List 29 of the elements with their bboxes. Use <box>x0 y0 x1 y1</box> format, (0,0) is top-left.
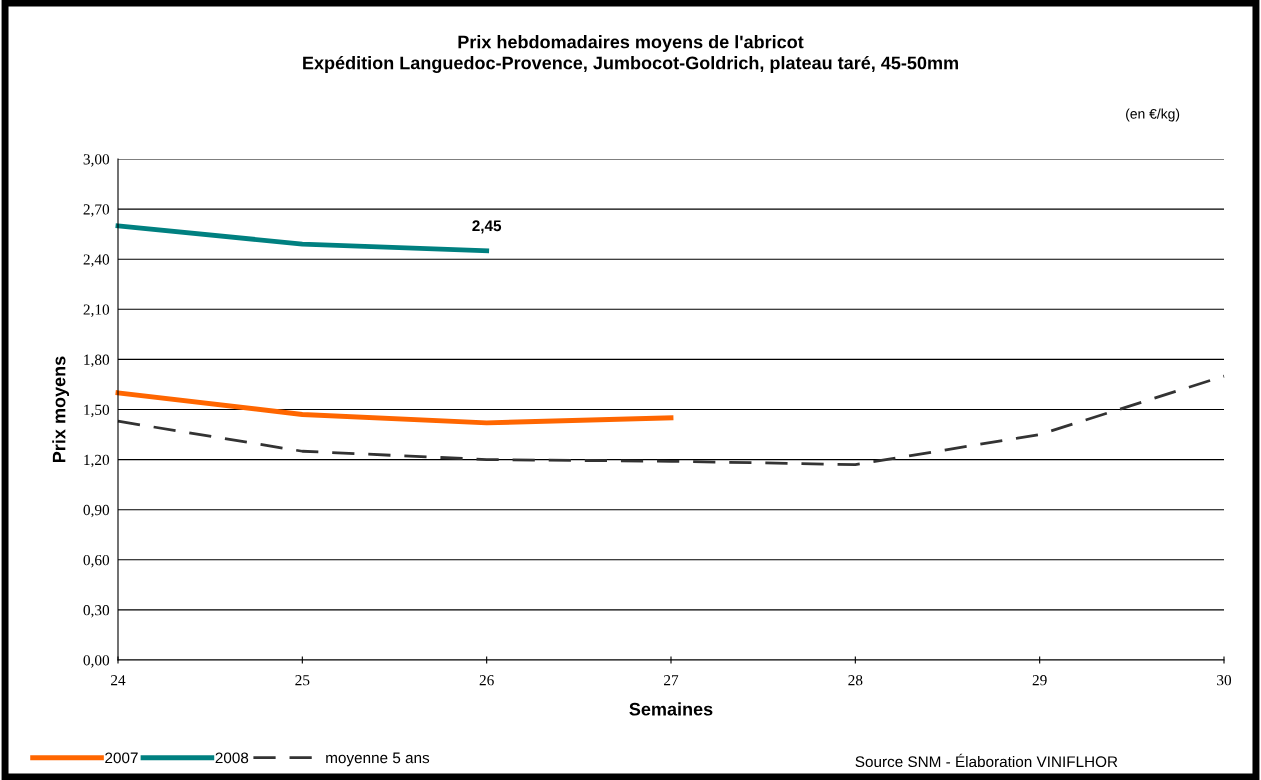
y-tick-label: 2,10 <box>83 304 110 317</box>
y-tick-label: 0,90 <box>83 504 110 518</box>
legend-label: 2008 <box>215 752 249 764</box>
x-tick-label: 28 <box>848 675 863 686</box>
x-tick-label: 25 <box>295 675 310 686</box>
x-tick-label: 26 <box>479 675 494 686</box>
y-axis-title: Prix moyens <box>52 356 70 462</box>
y-tick-label: 2,40 <box>83 254 110 267</box>
y-tick-label: 0,00 <box>83 655 110 668</box>
x-tick-label: 30 <box>1217 675 1232 686</box>
y-tick-label: 1,50 <box>84 404 110 418</box>
x-tick-label: 27 <box>664 675 679 686</box>
x-tick-label: 24 <box>111 675 126 686</box>
y-tick-label: 2,70 <box>83 204 110 217</box>
chart-title: Prix hebdomadaires moyens de l'abricot Expédition Languedoc-Provence, Jumbocot-Goldrich, plateau taré, 45-50mm <box>303 35 958 73</box>
x-axis-title: Semaines <box>629 702 713 716</box>
line-series <box>115 390 674 426</box>
legend-label: 2007 <box>105 752 138 764</box>
y-tick-label: 0,30 <box>83 605 110 618</box>
data-label: 2,45 <box>472 220 502 234</box>
line-series <box>116 374 1226 466</box>
text: (en €/kg) <box>1126 108 1180 122</box>
source-note: Source SNM - Élaboration VINIFLHOR <box>855 753 1118 768</box>
y-tick-label: 0,60 <box>83 554 110 568</box>
y-tick-label: 1,20 <box>84 454 110 468</box>
y-tick-label: 1,80 <box>84 354 110 368</box>
y-tick-label: 3,00 <box>83 154 110 167</box>
legend-label: moyenne 5 ans <box>326 752 430 767</box>
x-tick-label: 29 <box>1032 675 1047 686</box>
